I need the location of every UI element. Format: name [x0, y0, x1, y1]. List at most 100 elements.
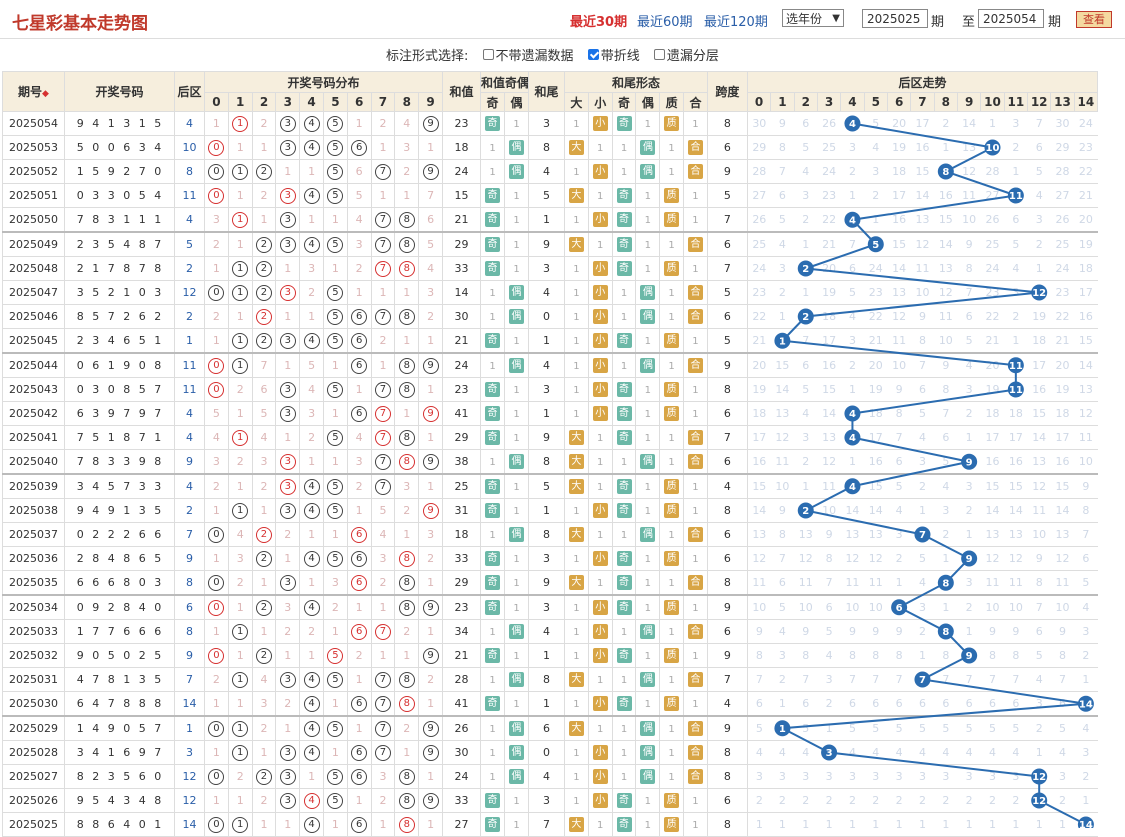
dist-miss-0: 4	[204, 425, 229, 450]
number-digit: 2	[123, 165, 132, 178]
number-digit: 9	[76, 649, 85, 662]
dist-ball-5: 5	[322, 715, 348, 741]
col-issue[interactable]: 期号◆	[2, 71, 65, 112]
back-trend-cell-11: 12	[1004, 546, 1028, 571]
dist-miss-6: 1	[346, 498, 372, 523]
number-digit: 8	[76, 770, 85, 783]
tail-prime-cell: 1	[659, 135, 685, 160]
issue-cell: 2025032	[2, 643, 65, 668]
tail-odd-cell: 1	[611, 135, 637, 160]
dist-miss-8: 2	[394, 619, 420, 644]
number-digit: 5	[92, 165, 101, 178]
back-trend-cell-14: 3	[1074, 619, 1098, 644]
tail-prime-cell: 1	[659, 425, 685, 450]
dist-miss-0: 2	[204, 473, 229, 499]
back-trend-cell-14	[1074, 812, 1098, 837]
back-trend-cell-3: 1	[817, 812, 841, 837]
back-trend-cell-1: 15	[770, 352, 795, 378]
sum-even-cell: 1	[504, 111, 530, 136]
number-digit: 3	[107, 189, 116, 202]
col-distribution: 开奖号码分布	[203, 71, 444, 93]
tail-comp-cell: 合	[683, 570, 708, 596]
span-cell: 8	[706, 740, 748, 765]
back-trend-cell-10: 1	[980, 812, 1005, 837]
number-digit: 6	[107, 818, 116, 831]
tail-prime-cell: 质	[659, 812, 685, 837]
back-trend-cell-3: 10	[817, 498, 841, 523]
back-trend-cell-8: 15	[934, 207, 958, 233]
query-button[interactable]: 查看	[1076, 11, 1112, 28]
option-line-checkbox[interactable]	[587, 49, 599, 60]
dist-miss-7: 1	[370, 183, 396, 208]
sum-odd-cell: 1	[480, 159, 506, 184]
table-row: 2025040 7 8 3 3 9 8 9 3 2 3 3 1 1 3 7 8 9 38 1 偶 8 大 1 1 偶 1 合 6 16 11…	[2, 449, 1098, 475]
dist-miss-4: 2	[299, 425, 324, 450]
year-select[interactable]: 选年份 ▼	[782, 9, 844, 27]
nav-recent-60[interactable]: 最近60期	[637, 15, 693, 30]
option-line-label[interactable]: 带折线	[600, 49, 640, 64]
number-digit: 2	[76, 262, 85, 275]
back-trend-cell-4: 4	[840, 740, 865, 765]
number-digit: 8	[92, 455, 101, 468]
dist-ball-0: 0	[204, 643, 229, 668]
sum-odd-cell: 1	[480, 352, 506, 378]
option-layer-label[interactable]: 遗漏分层	[666, 49, 719, 64]
back-trend-cell-5: 4	[864, 740, 888, 765]
back-trend-cell-11: 9	[1004, 619, 1028, 644]
tail-prime-cell: 1	[659, 231, 685, 257]
dist-ball-5: 5	[322, 643, 348, 668]
back-trend-cell-1: 6	[770, 183, 795, 208]
tail-cell: 8	[528, 522, 566, 547]
dist-ball-1: 1	[227, 256, 253, 281]
dist-ball-0: 0	[204, 135, 229, 160]
back-trend-cell-2	[794, 256, 818, 281]
issue-cell: 2025048	[2, 256, 65, 281]
back-trend-cell-5: 8	[864, 643, 888, 668]
option-layer-checkbox[interactable]	[653, 49, 665, 60]
tail-even-cell: 1	[635, 643, 661, 668]
nav-recent-120[interactable]: 最近120期	[704, 15, 768, 30]
sum-odd-cell: 奇	[480, 594, 506, 620]
dist-miss-9: 2	[418, 304, 444, 329]
dist-miss-3: 3	[275, 594, 301, 620]
number-digit: 5	[107, 480, 116, 493]
sum-even-cell: 1	[504, 788, 530, 813]
dist-ball-2: 2	[251, 764, 277, 789]
back-trend-cell-13: 2	[1050, 788, 1075, 813]
from-issue-input[interactable]: 2025025	[862, 9, 928, 28]
back-trend-cell-2: 3	[794, 183, 818, 208]
number-digit: 3	[92, 407, 101, 420]
tail-small-cell: 1	[587, 183, 613, 208]
issue-cell: 2025049	[2, 231, 65, 257]
dist-ball-0: 0	[204, 159, 229, 184]
tail-odd-cell: 1	[611, 740, 637, 765]
to-label: 至	[962, 15, 976, 30]
back-trend-cell-13: 7	[1050, 667, 1075, 692]
number-digit: 2	[76, 552, 85, 565]
col-numbers: 开奖号码	[64, 71, 175, 112]
nav-recent-30[interactable]: 最近30期	[570, 15, 628, 30]
back-trend-cell-6: 5	[887, 473, 911, 499]
back-trend-cell-9: 2	[957, 498, 981, 523]
option-no-miss-checkbox[interactable]	[482, 49, 494, 60]
back-trend-cell-9: 2	[957, 788, 981, 813]
tail-cell: 3	[528, 111, 566, 136]
tail-small-cell: 小	[587, 594, 613, 620]
back-trend-cell-9: 12	[957, 159, 981, 184]
back-trend-cell-8: 5	[934, 449, 958, 475]
dist-miss-6: 3	[346, 231, 372, 257]
dist-ball-1: 1	[227, 328, 253, 354]
option-no-miss-label[interactable]: 不带遗漏数据	[495, 49, 574, 64]
number-digit: 4	[92, 722, 101, 735]
sum-even-cell: 偶	[504, 740, 530, 765]
back-trend-cell-8: 7	[934, 401, 958, 426]
to-issue-input[interactable]: 2025054	[978, 9, 1044, 28]
tail-big-cell: 1	[564, 643, 589, 668]
back-trend-cell-14: 4	[1074, 715, 1098, 741]
back-trend-cell-8: 8	[934, 377, 958, 402]
dist-ball-1: 1	[227, 619, 253, 644]
back-trend-cell-7: 5	[910, 546, 935, 571]
issue-cell: 2025045	[2, 328, 65, 354]
back-trend-cell-1: 5	[770, 207, 795, 233]
back-trend-cell-5: 12	[864, 546, 888, 571]
